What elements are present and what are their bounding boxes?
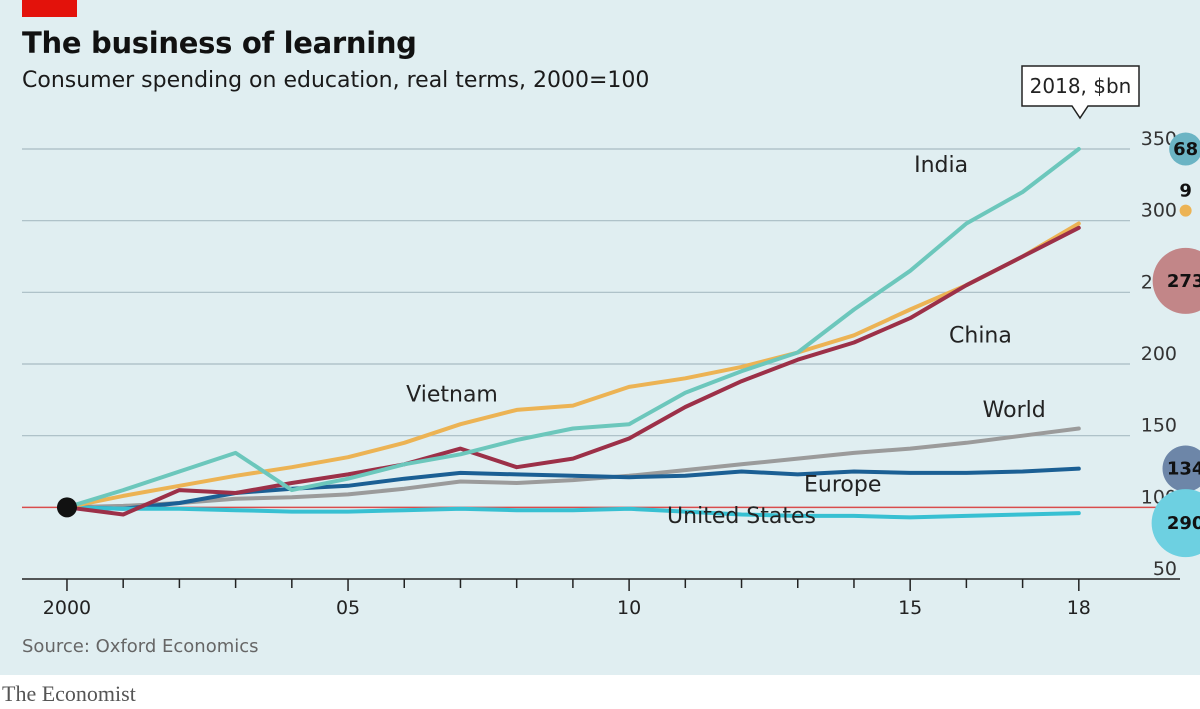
source-note: Source: Oxford Economics — [22, 636, 259, 657]
x-tick-label-2015: 15 — [898, 597, 922, 619]
legend-callout: 2018, $bn — [1021, 65, 1140, 120]
bubble-label-europe: 134 — [1167, 459, 1200, 480]
bubble-united-states — [1151, 489, 1200, 558]
x-tick-label-2000: 2000 — [43, 597, 91, 619]
series-lines — [56, 147, 1081, 520]
x-tick-label-2005: 05 — [336, 597, 360, 619]
y-tick-label-150: 150 — [1141, 415, 1177, 437]
series-line-china — [65, 225, 1081, 517]
series-label-united-states: United States — [667, 504, 816, 529]
bubble-label-united-states: 290 — [1167, 513, 1200, 534]
series-line-united-states — [65, 505, 1081, 520]
x-axis: 2000 05 10 15 18 — [22, 578, 1180, 619]
bubble-label-vietnam: 9 — [1179, 181, 1192, 202]
callout-label: 2018, $bn — [1030, 74, 1132, 98]
series-line-vietnam — [65, 221, 1081, 510]
series-label-china: China — [949, 324, 1012, 349]
series-line-world — [65, 426, 1081, 510]
series-line-europe — [65, 466, 1081, 511]
start-point-marker — [56, 497, 77, 518]
callout-box — [1021, 65, 1140, 120]
bubble-label-india: 68 — [1173, 139, 1198, 160]
y-tick-label-350: 350 — [1141, 128, 1177, 150]
series-label-world: World — [983, 398, 1046, 423]
y-tick-label-200: 200 — [1141, 343, 1177, 365]
x-tick-label-2018: 18 — [1067, 597, 1091, 619]
chart-title: The business of learning — [22, 26, 417, 60]
series-label-europe: Europe — [804, 473, 881, 498]
bubble-india — [1169, 132, 1200, 166]
series-labels: India Vietnam China World Europe United State… — [406, 153, 1046, 529]
value-bubbles: 68 9 273 134 290 — [1151, 132, 1200, 558]
brand-red-tag — [22, 0, 77, 17]
y-tick-label-300: 300 — [1141, 200, 1177, 222]
bubble-china — [1152, 247, 1200, 314]
series-label-india: India — [914, 153, 968, 178]
chart-panel — [0, 0, 1200, 675]
y-tick-label-50: 50 — [1153, 558, 1177, 580]
bubble-europe — [1162, 445, 1200, 492]
chart-subtitle: Consumer spending on education, real ter… — [22, 68, 650, 93]
series-label-vietnam: Vietnam — [406, 382, 498, 407]
series-line-india — [65, 147, 1081, 510]
bubble-label-china: 273 — [1167, 271, 1200, 292]
gridlines — [22, 148, 1130, 437]
x-tick-label-2010: 10 — [617, 597, 641, 619]
publication-brand: The Economist — [2, 681, 136, 706]
brand-bar — [0, 675, 1200, 709]
bubble-vietnam — [1179, 204, 1192, 217]
